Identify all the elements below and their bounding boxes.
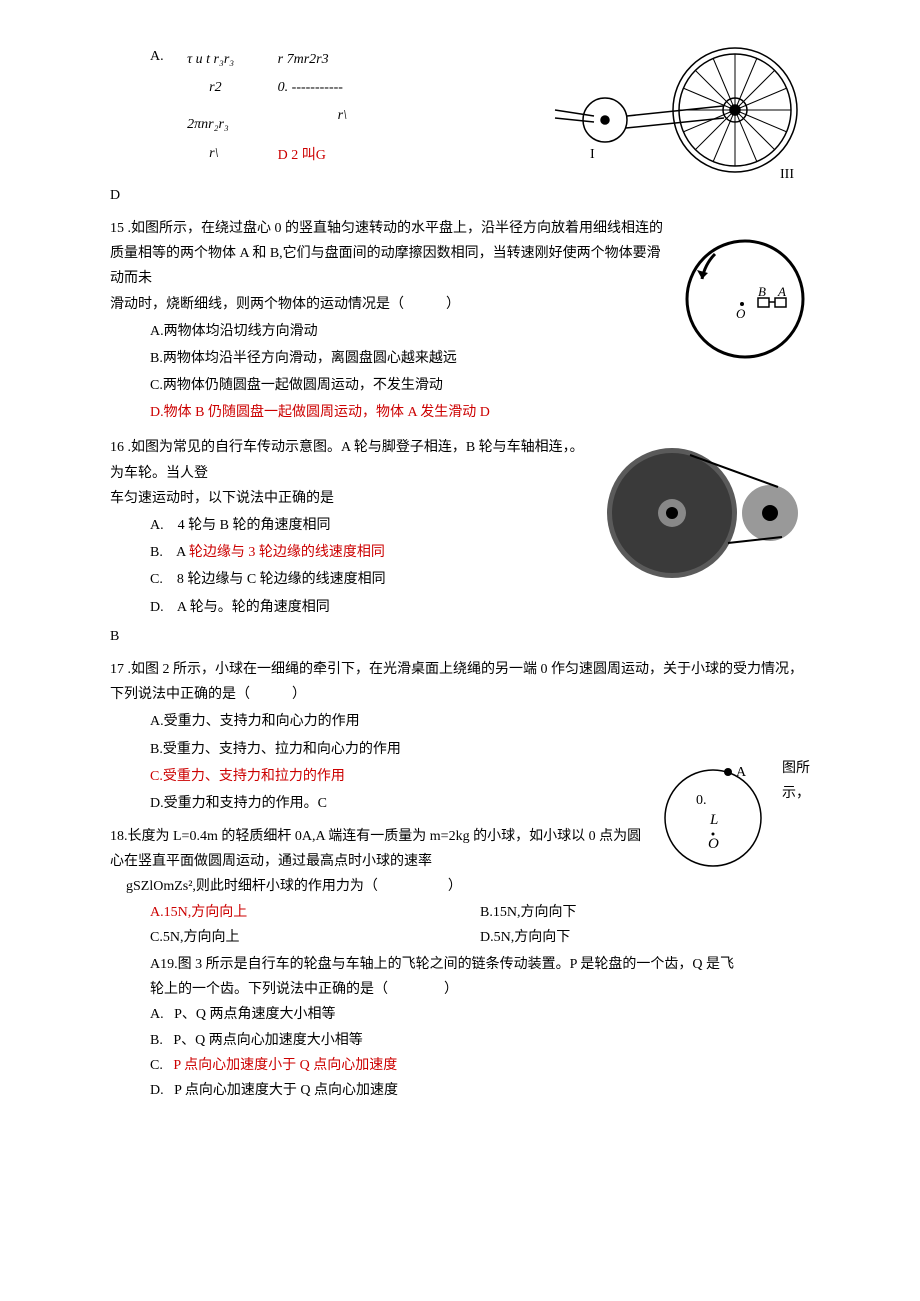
option-text: 8 轮边缘与 C 轮边缘的线速度相同	[177, 572, 386, 587]
formula-row: r\	[209, 141, 234, 166]
svg-text:B: B	[758, 284, 766, 299]
option-b: B.15N,方向向下	[480, 900, 810, 925]
formula-row: 2πnr₂r₃	[187, 112, 234, 137]
side-text-1: 图所	[782, 756, 810, 781]
q-number: 17	[110, 662, 124, 677]
formula-0: 0.	[278, 80, 289, 95]
figure-q16-gears	[600, 435, 810, 585]
formula-r: r	[278, 52, 283, 67]
option-a: A.受重力、支持力和向心力的作用	[110, 709, 810, 734]
figure-q18-circle: A 0. L O 图所 示，	[658, 756, 810, 876]
figure-q14-bike-wheel: I III	[550, 40, 810, 180]
svg-text:I: I	[590, 147, 595, 162]
option-text-answer: P 点向心加速度小于 Q 点向心加速度	[173, 1058, 397, 1073]
answer-letter: B	[110, 624, 810, 649]
q19-text-2: 轮上的一个齿。下列说法中正确的是（ ）	[110, 977, 810, 1002]
option-label: C.	[150, 572, 163, 587]
answer-a-prefix: A	[150, 957, 160, 972]
svg-text:O: O	[736, 306, 746, 321]
question-17: 17 .如图 2 所示，小球在一细绳的牵引下，在光滑桌面上绕绳的另一端 0 作匀…	[110, 657, 810, 816]
svg-text:A: A	[736, 765, 747, 780]
option-text-answer: 轮边缘与 3 轮边缘的线速度相同	[189, 545, 385, 560]
formula-dashes: -----------	[292, 80, 343, 95]
figure-q15-disk: O B A	[680, 234, 810, 364]
question-15: O B A 15 .如图所示，在绕过盘心 0 的竖直轴匀速转动的水平盘上，沿半径…	[110, 216, 810, 428]
option-label: C.	[150, 1058, 163, 1073]
option-text: P 点向心加速度大于 Q 点向心加速度	[174, 1083, 398, 1098]
option-text: 4 轮与 B 轮的角速度相同	[178, 518, 331, 533]
q-text-part1: .长度为 L=0.4m 的轻质细杆 0A,A 端连有一质量为 m=2kg 的小球…	[110, 829, 641, 869]
formula-row: r\	[338, 103, 347, 128]
option-c: C.5N,方向向上	[150, 925, 480, 950]
option-a-label: A.	[150, 49, 164, 64]
formula-row: τ u t r₃r₃	[187, 47, 234, 72]
option-d: D. A 轮与。轮的角速度相同	[110, 595, 810, 620]
question-16: 16 .如图为常见的自行车传动示意图。A 轮与脚登子相连，B 轮与车轴相连，。为…	[110, 435, 810, 649]
q-text-part1: .如图所示，在绕过盘心 0 的竖直轴匀速转动的水平盘上，沿半径方向放着用细线相连…	[110, 221, 663, 286]
svg-text:0.: 0.	[696, 793, 707, 808]
option-prefix: A	[176, 545, 189, 560]
option-text: A 轮与。轮的角速度相同	[177, 600, 330, 615]
option-a: A. P、Q 两点角速度大小相等	[110, 1002, 810, 1027]
option-label: D.	[150, 1083, 164, 1098]
svg-text:A: A	[777, 284, 786, 299]
option-c: C.两物体仍随圆盘一起做圆周运动，不发生滑动	[110, 373, 810, 398]
answer-letter: D	[110, 183, 810, 208]
formula-answer-d: D 2 叫G	[278, 143, 347, 168]
svg-text:L: L	[709, 812, 718, 828]
svg-text:III: III	[780, 167, 794, 180]
q19-text-1: 19.图 3 所示是自行车的轮盘与车轴上的飞轮之间的链条传动装置。P 是轮盘的一…	[160, 957, 734, 972]
q-text: .如图 2 所示，小球在一细绳的牵引下，在光滑桌面上绕绳的另一端 0 作匀速圆周…	[110, 662, 803, 702]
q-number: 15	[110, 221, 124, 236]
formula-num: 7mr2r3	[287, 52, 329, 67]
q-number: 16	[110, 440, 124, 455]
option-label: B.	[150, 545, 163, 560]
option-label: D.	[150, 600, 164, 615]
question-19-line1: A19.图 3 所示是自行车的轮盘与车轴上的飞轮之间的链条传动装置。P 是轮盘的…	[110, 952, 810, 977]
formula-block: A. τ u t r₃r₃ r2 2πnr₂r₃ r\ r 7mr2r3 0. …	[150, 44, 440, 171]
option-d: D. P 点向心加速度大于 Q 点向心加速度	[110, 1078, 810, 1103]
option-d: D.5N,方向向下	[480, 925, 810, 950]
option-b: B. P、Q 两点向心加速度大小相等	[110, 1028, 810, 1053]
q-text-part1: .如图为常见的自行车传动示意图。A 轮与脚登子相连，B 轮与车轴相连，。为车轮。…	[110, 440, 584, 480]
options-grid: A.15N,方向向上 B.15N,方向向下 C.5N,方向向上 D.5N,方向向…	[110, 900, 810, 950]
q-text-part2: gSZlOmZs²,则此时细杆小球的作用力为（ ）	[110, 874, 810, 899]
option-label: A.	[150, 1007, 164, 1022]
option-c: C. P 点向心加速度小于 Q 点向心加速度	[110, 1053, 810, 1078]
question-14-fragment: A. τ u t r₃r₃ r2 2πnr₂r₃ r\ r 7mr2r3 0. …	[110, 40, 810, 208]
option-text: P、Q 两点向心加速度大小相等	[173, 1033, 362, 1048]
side-text-2: 示，	[782, 781, 810, 806]
svg-text:O: O	[708, 836, 719, 852]
option-label: A.	[150, 518, 164, 533]
formula-row: r2	[209, 75, 234, 100]
option-a-answer: A.15N,方向向上	[150, 900, 480, 925]
option-d-answer: D.物体 B 仍随圆盘一起做圆周运动，物体 A 发生滑动 D	[110, 400, 810, 425]
option-label: B.	[150, 1033, 163, 1048]
option-text: P、Q 两点角速度大小相等	[174, 1007, 335, 1022]
q-number: 18	[110, 829, 124, 844]
